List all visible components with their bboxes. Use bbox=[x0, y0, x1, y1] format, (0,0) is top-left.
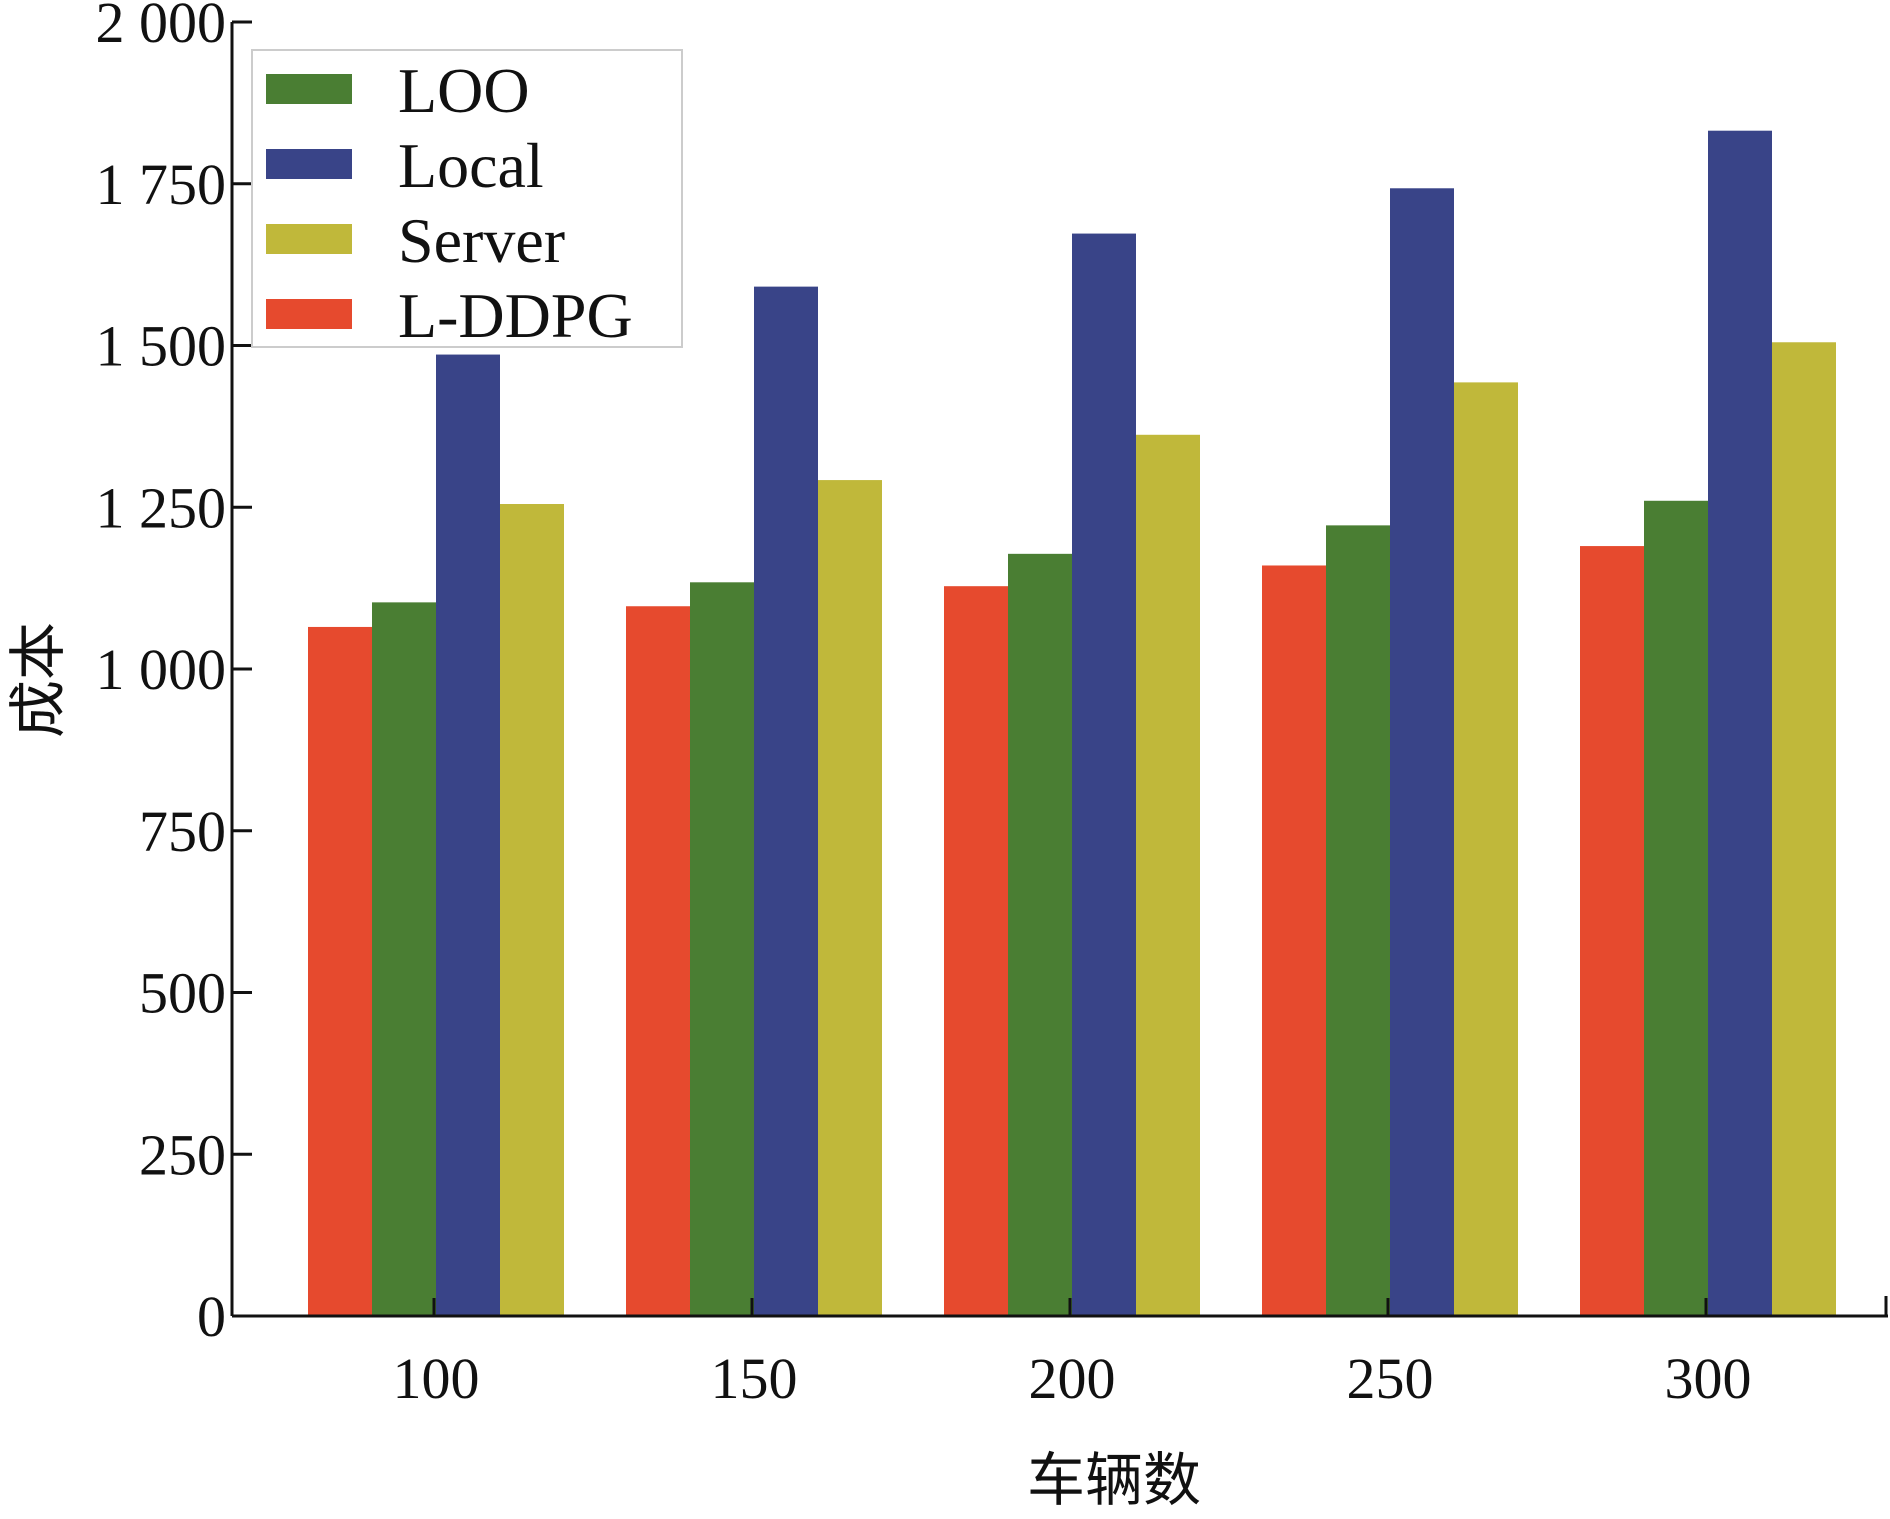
bar-l-ddpg-300 bbox=[1580, 546, 1644, 1316]
legend-swatch-server bbox=[266, 224, 352, 254]
bar-l-ddpg-100 bbox=[308, 626, 372, 1316]
bar-local-250 bbox=[1390, 188, 1454, 1316]
y-tick-label: 750 bbox=[139, 799, 226, 864]
legend-swatch-local bbox=[266, 149, 352, 179]
legend-label-loo: LOO bbox=[398, 55, 530, 126]
legend-swatch-loo bbox=[266, 74, 352, 104]
bar-loo-300 bbox=[1644, 500, 1708, 1316]
bar-server-200 bbox=[1136, 434, 1200, 1316]
x-ticks-layer: 100 150 200 250 300 bbox=[393, 1298, 1752, 1411]
x-tick-label: 300 bbox=[1665, 1346, 1752, 1411]
x-tick-label: 250 bbox=[1347, 1346, 1434, 1411]
bar-server-150 bbox=[818, 480, 882, 1316]
y-tick-label: 500 bbox=[139, 961, 226, 1026]
bar-local-200 bbox=[1072, 233, 1136, 1317]
bar-l-ddpg-200 bbox=[944, 586, 1008, 1316]
y-tick-label: 250 bbox=[139, 1122, 226, 1187]
bar-l-ddpg-150 bbox=[626, 606, 690, 1316]
bar-loo-150 bbox=[690, 582, 754, 1316]
bar-l-ddpg-250 bbox=[1262, 565, 1326, 1316]
bar-loo-200 bbox=[1008, 553, 1072, 1316]
y-tick-label: 1 000 bbox=[96, 637, 227, 702]
x-tick-label: 150 bbox=[711, 1346, 798, 1411]
bars-layer bbox=[308, 130, 1836, 1317]
y-axis-title: 成本 bbox=[4, 622, 72, 738]
legend-label-l-ddpg: L-DDPG bbox=[398, 280, 633, 351]
y-tick-label: 0 bbox=[197, 1284, 226, 1349]
legend-swatch-l-ddpg bbox=[266, 299, 352, 329]
bar-server-300 bbox=[1772, 342, 1836, 1316]
x-tick-label: 200 bbox=[1029, 1346, 1116, 1411]
bar-local-100 bbox=[436, 354, 500, 1317]
y-tick-label: 1 500 bbox=[96, 314, 227, 379]
bar-local-300 bbox=[1708, 130, 1772, 1316]
y-tick-label: 1 250 bbox=[96, 475, 227, 540]
y-tick-label: 2 000 bbox=[96, 0, 227, 55]
x-tick-label: 100 bbox=[393, 1346, 480, 1411]
bar-loo-100 bbox=[372, 602, 436, 1316]
bar-server-100 bbox=[500, 504, 564, 1316]
y-ticks-layer: 0 250 500 750 1 000 1 250 1 500 1 750 2 000 bbox=[96, 0, 252, 1349]
x-axis-title: 车辆数 bbox=[1027, 1446, 1201, 1514]
y-tick-label: 1 750 bbox=[96, 152, 227, 217]
legend-label-server: Server bbox=[398, 205, 565, 276]
bar-loo-250 bbox=[1326, 525, 1390, 1316]
bar-server-250 bbox=[1454, 382, 1518, 1316]
bar-local-150 bbox=[754, 286, 818, 1316]
legend-label-local: Local bbox=[398, 130, 544, 201]
